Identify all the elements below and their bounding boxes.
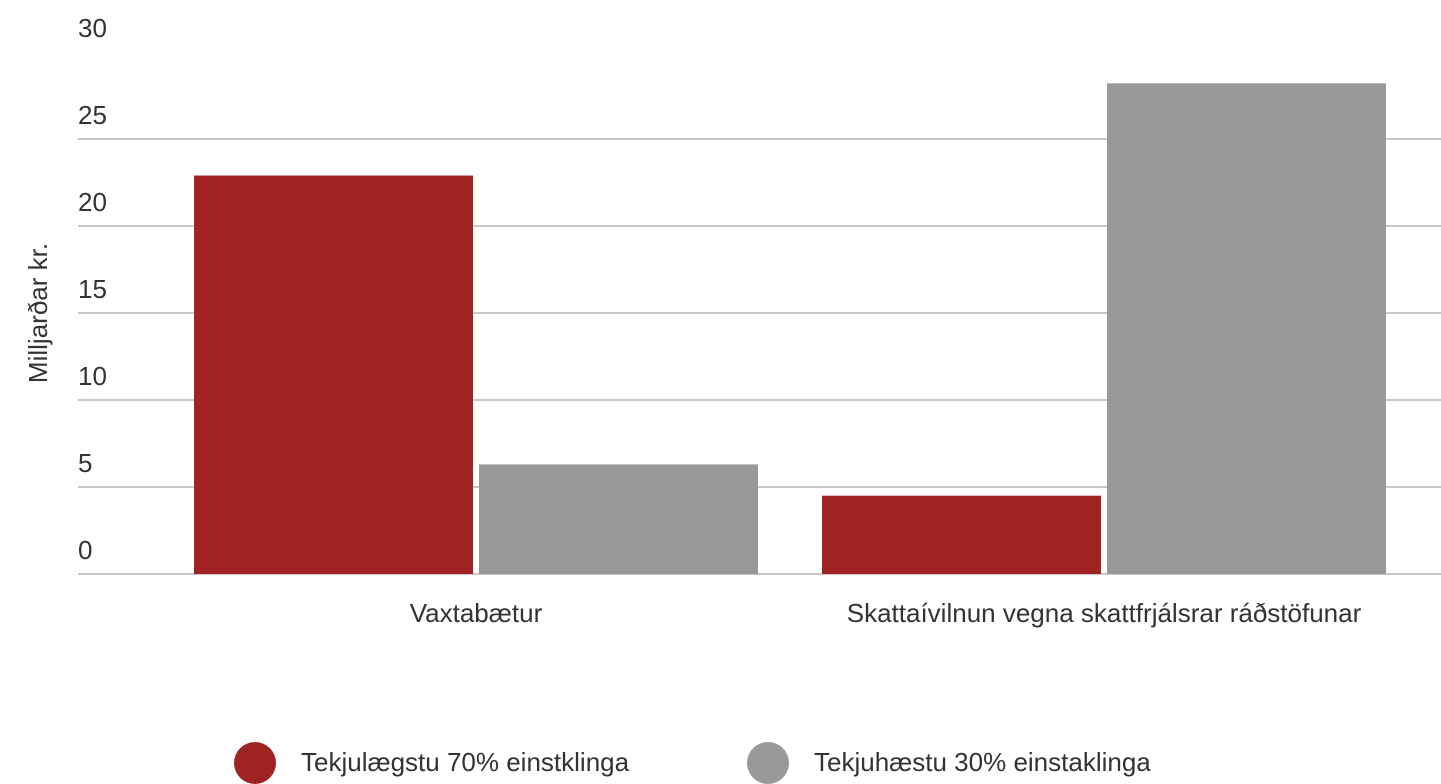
y-tick-label: 25 bbox=[78, 100, 107, 130]
y-tick-label: 20 bbox=[78, 187, 107, 217]
bar bbox=[1107, 83, 1386, 574]
legend-marker bbox=[234, 742, 276, 784]
bar bbox=[194, 175, 473, 575]
bar bbox=[479, 464, 758, 574]
y-tick-label: 5 bbox=[78, 448, 92, 478]
y-tick-label: 30 bbox=[78, 13, 107, 43]
legend-label: Tekjulægstu 70% einstklinga bbox=[301, 747, 630, 777]
x-tick-label: Skattaívilnun vegna skattfrjálsrar ráðst… bbox=[846, 598, 1362, 628]
legend-marker bbox=[747, 742, 789, 784]
bar bbox=[822, 495, 1101, 574]
y-tick-label: 15 bbox=[78, 274, 107, 304]
y-axis-title: Milljarðar kr. bbox=[23, 243, 53, 383]
y-tick-label: 0 bbox=[78, 535, 92, 565]
y-tick-label: 10 bbox=[78, 361, 107, 391]
x-tick-label: Vaxtabætur bbox=[409, 598, 543, 628]
legend-label: Tekjuhæstu 30% einstaklinga bbox=[814, 747, 1151, 777]
